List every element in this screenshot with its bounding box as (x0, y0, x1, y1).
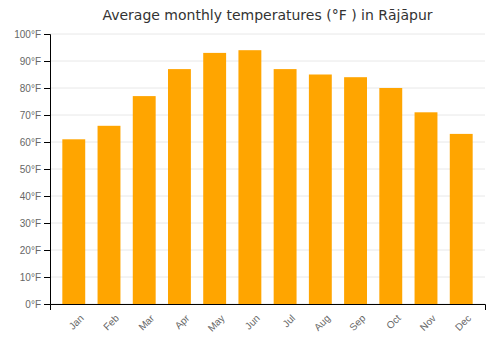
y-tick: 0°F (25, 299, 50, 310)
grid (50, 34, 485, 304)
x-tick-label: Jul (280, 312, 297, 329)
y-tick-label: 60°F (20, 137, 41, 148)
y-tick-label: 80°F (20, 83, 41, 94)
x-tick: Nov (418, 312, 438, 332)
x-tick-label: Oct (384, 312, 403, 331)
y-axis-line (44, 35, 51, 305)
y-tick: 40°F (20, 191, 50, 202)
bar (379, 88, 402, 304)
y-tick-mark (44, 169, 50, 170)
x-tick-label: May (206, 312, 227, 333)
y-tick: 60°F (20, 137, 50, 148)
y-tick: 70°F (20, 110, 50, 121)
x-tick: Oct (384, 312, 403, 331)
y-tick-label: 20°F (20, 245, 41, 256)
x-tick-label: Apr (173, 312, 192, 331)
x-tick: Apr (173, 312, 192, 331)
x-tick: Dec (453, 312, 473, 332)
y-tick: 80°F (20, 83, 50, 94)
x-tick-label: Sep (347, 312, 368, 333)
title: Average monthly temperatures (°F ) in Rā… (102, 7, 432, 23)
y-tick-label: 40°F (20, 191, 41, 202)
x-tick-label: Dec (453, 312, 473, 332)
y-tick: 20°F (20, 245, 50, 256)
bar (98, 126, 121, 304)
y-tick-label: 0°F (25, 299, 41, 310)
x-tick: Jan (67, 312, 86, 331)
bar (415, 112, 438, 304)
y-tick-mark (44, 88, 50, 89)
x-axis: Jan Feb Mar Apr May Jun Jul Aug Sep Oct Nov Dec (51, 305, 486, 334)
grid-line (50, 34, 485, 35)
bar (203, 53, 226, 304)
x-tick-label: Nov (418, 312, 438, 332)
y-tick-mark (44, 304, 50, 305)
y-tick-mark (44, 34, 50, 35)
bars (62, 50, 472, 304)
y-tick: 10°F (20, 272, 50, 283)
bar (344, 77, 367, 304)
y-tick-label: 90°F (20, 56, 41, 67)
y-tick-mark (44, 196, 50, 197)
plot: 0°F 10°F 20°F 30°F 40°F 50°F 60°F 70°F 80°F 90°F 1… (14, 29, 485, 334)
y-axis: 0°F 10°F 20°F 30°F 40°F 50°F 60°F 70°F 80°F 90°F 1… (14, 29, 50, 310)
x-tick-label: Feb (101, 312, 121, 332)
y-tick-mark (44, 277, 50, 278)
x-tick-label: Aug (312, 312, 332, 332)
y-tick: 50°F (20, 164, 50, 175)
y-tick-label: 50°F (20, 164, 41, 175)
x-tick: Jul (280, 312, 297, 329)
x-tick: Aug (312, 312, 332, 332)
x-tick: Jun (243, 312, 262, 331)
x-tick: Sep (347, 312, 368, 333)
y-tick-label: 100°F (14, 29, 41, 40)
bar (238, 50, 261, 304)
y-tick: 90°F (20, 56, 50, 67)
y-tick-mark (44, 142, 50, 143)
bar (309, 75, 332, 305)
bar (274, 69, 297, 304)
y-tick-label: 70°F (20, 110, 41, 121)
x-tick: Feb (101, 312, 121, 332)
x-tick-label: Jan (67, 312, 86, 331)
y-tick: 100°F (14, 29, 50, 40)
y-tick: 30°F (20, 218, 50, 229)
bar (133, 96, 156, 304)
chart: 0°F 10°F 20°F 30°F 40°F 50°F 60°F 70°F 80°F 90°F 1… (0, 0, 500, 350)
bar (62, 139, 85, 304)
x-tick-label: Mar (136, 312, 156, 332)
x-tick: May (206, 312, 227, 333)
y-tick-mark (44, 223, 50, 224)
y-tick-mark (44, 115, 50, 116)
x-axis-line (51, 305, 486, 311)
y-tick-mark (44, 250, 50, 251)
x-tick: Mar (136, 312, 156, 332)
bar (168, 69, 191, 304)
grid-line (50, 88, 485, 89)
y-tick-label: 30°F (20, 218, 41, 229)
y-tick-label: 10°F (20, 272, 41, 283)
grid-line (50, 61, 485, 62)
y-tick-mark (44, 61, 50, 62)
x-tick-label: Jun (243, 312, 262, 331)
bar (450, 134, 473, 304)
